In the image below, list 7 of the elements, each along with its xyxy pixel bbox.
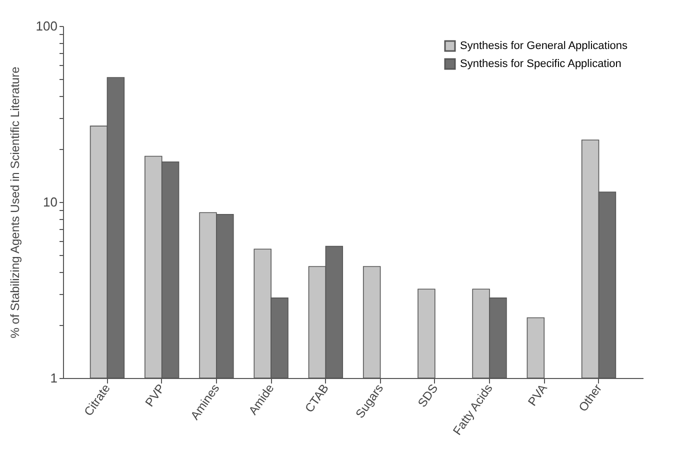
x-tick-label: PVA [525,381,550,408]
y-tick-label: 100 [36,18,58,34]
y-tick-label: 10 [43,194,58,210]
y-axis-title: % of Stabilizing Agents Used in Scientific Literature [8,66,22,338]
legend-label: Synthesis for Specific Application [460,58,622,70]
legend-label: Synthesis for General Applications [460,40,628,52]
y-tick-label: 1 [50,370,58,386]
